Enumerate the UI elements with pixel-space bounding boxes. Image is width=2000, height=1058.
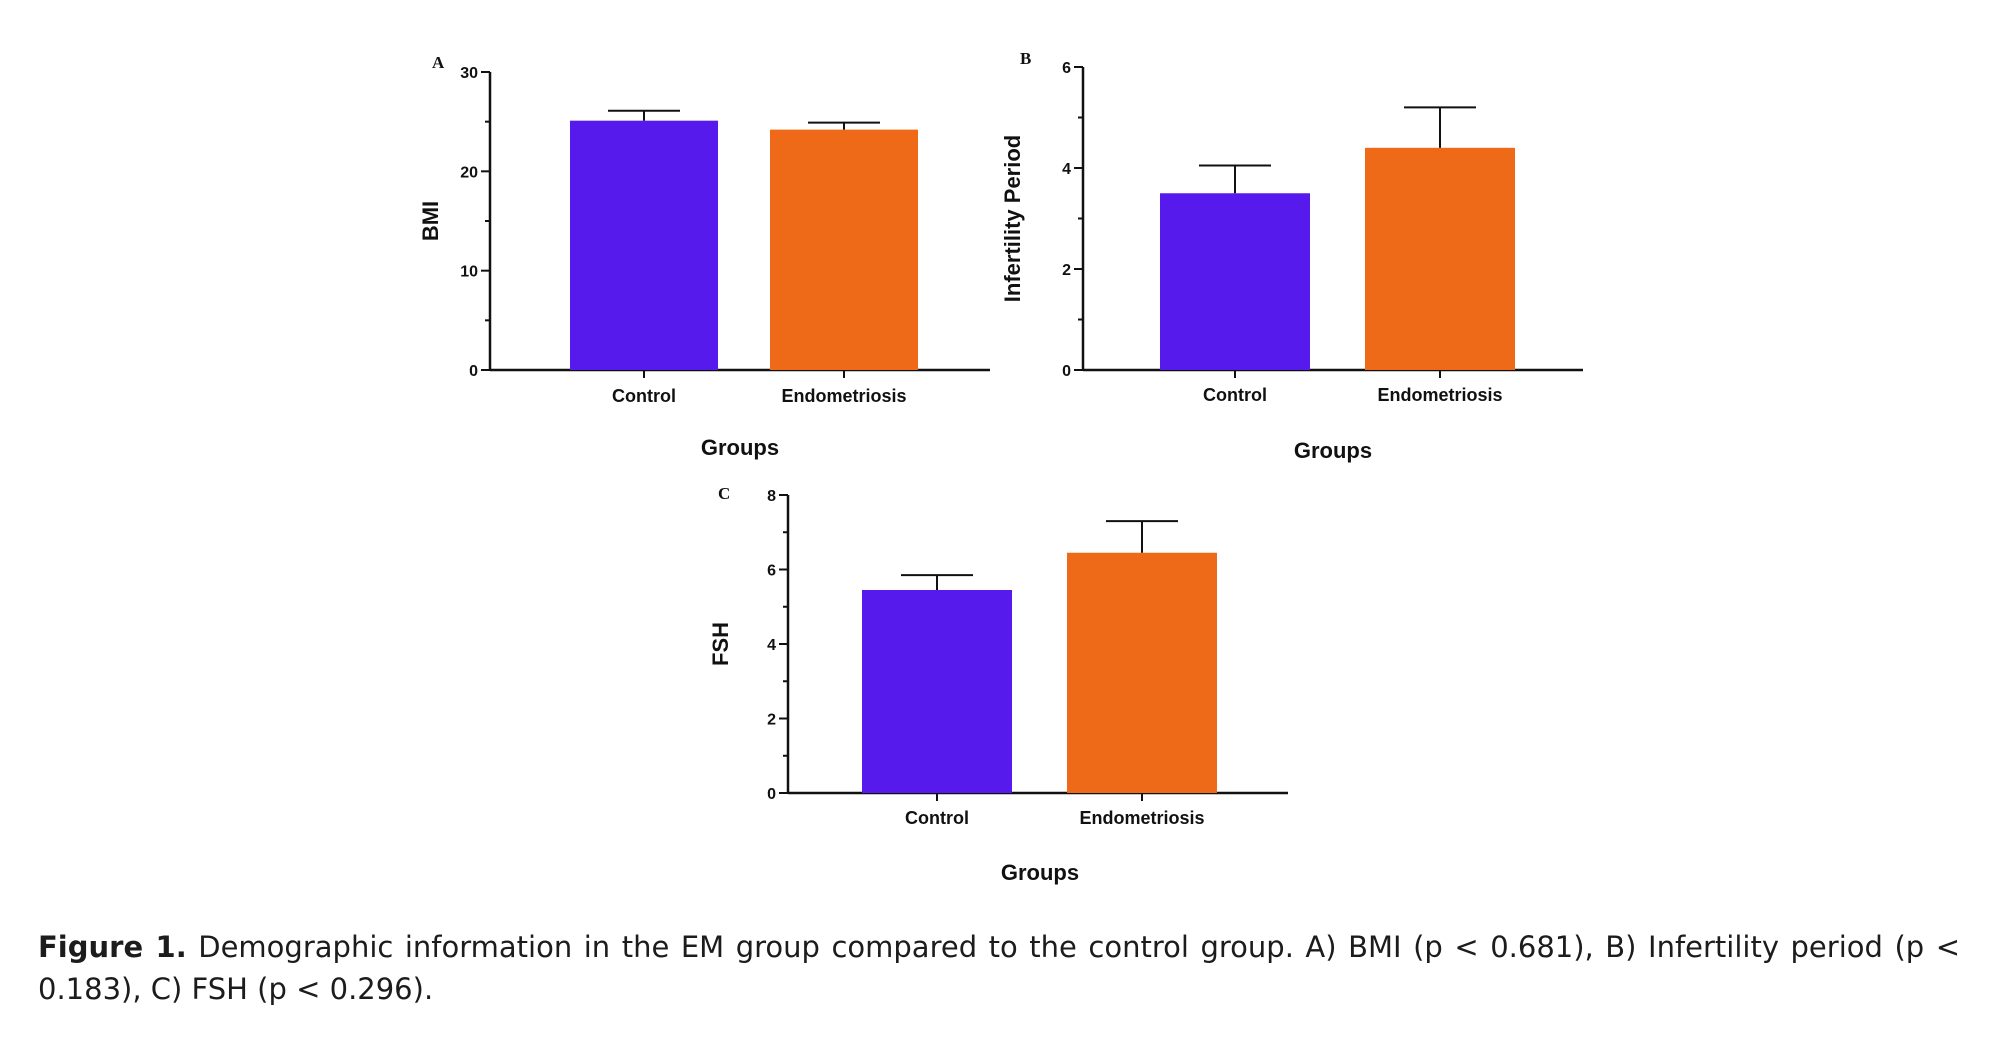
y-axis-title: BMI bbox=[418, 201, 443, 241]
y-tick-label: 4 bbox=[767, 637, 776, 654]
figure-label: Figure 1. bbox=[38, 930, 187, 964]
x-category-label: Endometriosis bbox=[781, 386, 906, 406]
y-tick-label: 30 bbox=[460, 65, 478, 82]
y-tick-label: 2 bbox=[1062, 262, 1071, 279]
y-tick-label: 6 bbox=[1062, 60, 1071, 77]
bar-control bbox=[1160, 193, 1310, 370]
bar-control bbox=[862, 589, 1012, 793]
x-axis-title: Groups bbox=[701, 435, 779, 460]
figure-caption: Figure 1. Demographic information in the… bbox=[38, 926, 1960, 1010]
y-tick-label: 4 bbox=[1062, 161, 1071, 178]
x-category-label: Control bbox=[612, 386, 676, 406]
x-category-label: Control bbox=[1203, 385, 1267, 405]
y-axis-title: Infertility Period bbox=[1000, 135, 1025, 302]
caption-text: Demographic information in the EM group … bbox=[38, 930, 1960, 1006]
y-tick-label: 8 bbox=[767, 488, 776, 505]
bar-endometriosis bbox=[1067, 552, 1217, 793]
y-tick-label: 0 bbox=[469, 363, 478, 380]
y-tick-label: 6 bbox=[767, 563, 776, 580]
panel-letter: A bbox=[432, 53, 445, 72]
y-tick-label: 0 bbox=[767, 786, 776, 803]
y-tick-label: 0 bbox=[1062, 363, 1071, 380]
x-category-label: Control bbox=[905, 808, 969, 828]
y-axis-title: FSH bbox=[708, 622, 733, 666]
y-tick-label: 2 bbox=[767, 712, 776, 729]
bmi-bar-chart: A 0 10 20 30 BMI Control Endometriosis Groups bbox=[418, 53, 990, 460]
bar-endometriosis bbox=[770, 129, 918, 370]
panel-letter: B bbox=[1020, 49, 1031, 68]
x-axis-title: Groups bbox=[1001, 860, 1079, 885]
bar-endometriosis bbox=[1365, 147, 1515, 370]
x-category-label: Endometriosis bbox=[1377, 385, 1502, 405]
x-category-label: Endometriosis bbox=[1079, 808, 1204, 828]
x-axis-title: Groups bbox=[1294, 438, 1372, 463]
fsh-bar-chart: C 0 2 4 6 8 FSH Control Endometriosis Groups bbox=[708, 484, 1288, 885]
infertility-period-bar-chart: B 0 2 4 6 Infertility Period Control Endometrio… bbox=[1000, 49, 1583, 463]
y-tick-label: 20 bbox=[460, 164, 478, 181]
panel-letter: C bbox=[718, 484, 730, 503]
y-tick-label: 10 bbox=[460, 264, 478, 281]
bar-control bbox=[570, 120, 718, 370]
